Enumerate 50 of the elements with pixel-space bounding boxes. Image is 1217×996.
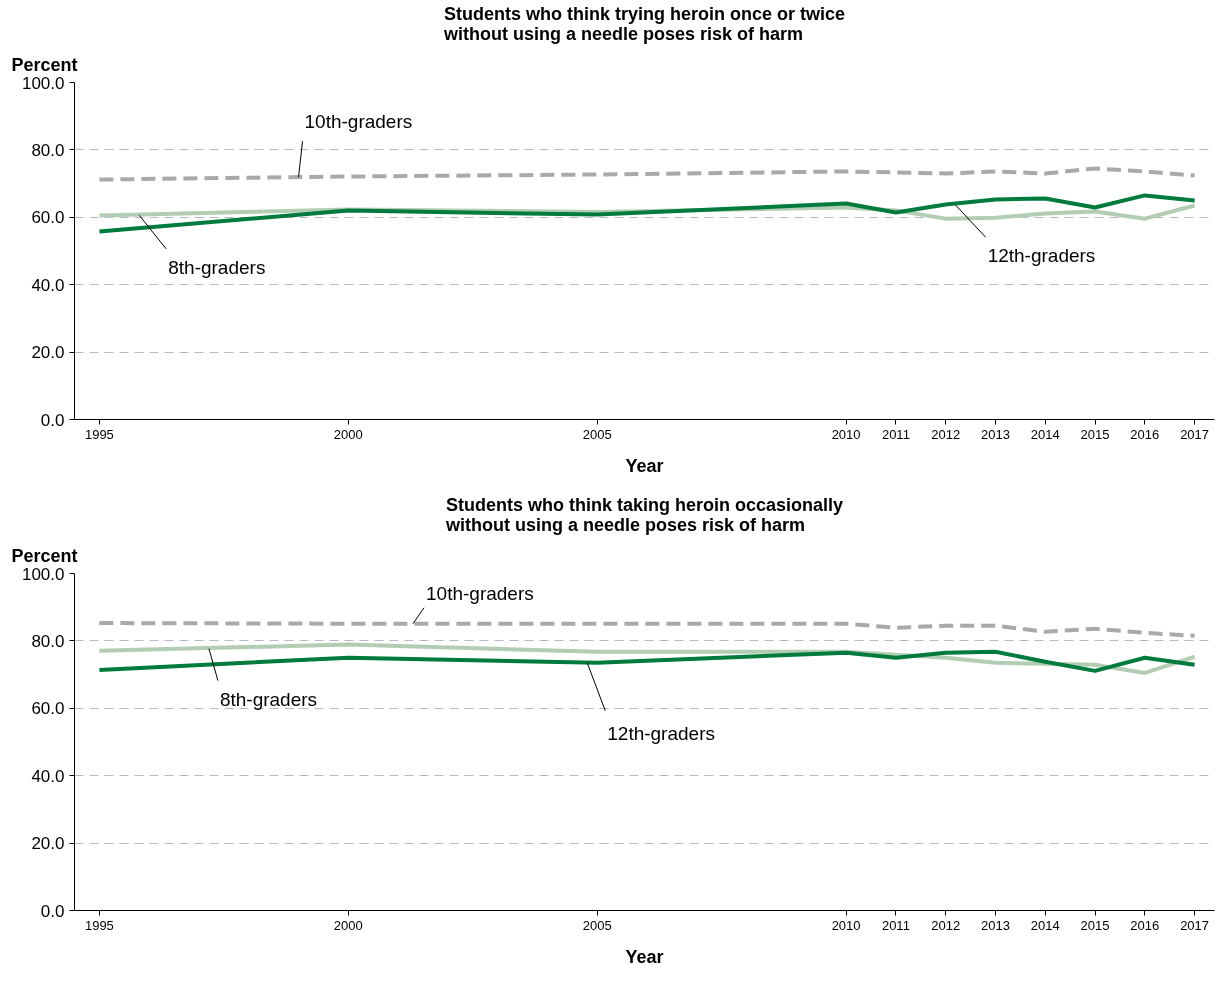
- x-tick-label: 2013: [981, 917, 1010, 933]
- x-tick-label: 2014: [1030, 426, 1060, 442]
- y-tick-label: 100.0: [21, 564, 65, 584]
- y-tick-label: 40.0: [31, 275, 65, 295]
- annotation: 10th-graders: [304, 111, 413, 133]
- annotation: 10th-graders: [426, 582, 534, 604]
- x-tick-label: 2014: [1030, 917, 1060, 933]
- line-series: [97, 166, 1197, 182]
- x-tick-label: 2016: [1130, 917, 1160, 933]
- x-tick-label: 2011: [881, 917, 910, 933]
- y-axis-title: Percent: [11, 54, 78, 75]
- x-tick-label: 2012: [931, 426, 961, 442]
- y-tick-label: 80.0: [31, 140, 65, 160]
- x-tick-label: 2017: [1180, 917, 1210, 933]
- x-tick-label: 2005: [582, 426, 612, 442]
- x-axis-title: Year: [625, 946, 664, 967]
- x-tick-label: 2010: [831, 917, 861, 933]
- line-series: [97, 193, 1197, 234]
- line-series: [97, 621, 1197, 638]
- x-tick-label: 2013: [981, 426, 1010, 442]
- x-tick-label: 2017: [1180, 426, 1210, 442]
- y-tick-label: 80.0: [31, 631, 65, 651]
- x-tick-label: 2000: [333, 917, 363, 933]
- chart-title: Students who think trying heroin once or twice without using a needle poses risk of harm: [442, 3, 846, 44]
- x-tick-label: 1995: [84, 917, 114, 933]
- chart-title: Students who think taking heroin occasionally without using a needle poses risk of harm: [444, 494, 844, 535]
- y-tick-label: 0.0: [40, 901, 65, 921]
- x-tick-label: 2000: [333, 426, 363, 442]
- y-tick-label: 0.0: [40, 410, 65, 430]
- x-tick-label: 2015: [1080, 426, 1110, 442]
- annotation: 12th-graders: [607, 722, 715, 744]
- y-tick-label: 60.0: [31, 208, 65, 228]
- annotation: 8th-graders: [168, 257, 266, 279]
- x-axis-title: Year: [625, 455, 664, 476]
- y-tick-label: 60.0: [31, 699, 65, 719]
- y-tick-label: 100.0: [21, 73, 65, 93]
- x-tick-label: 2012: [931, 917, 961, 933]
- x-tick-label: 2011: [881, 426, 910, 442]
- x-tick-label: 2015: [1080, 917, 1110, 933]
- y-tick-label: 40.0: [31, 766, 65, 786]
- annotation: 12th-graders: [987, 245, 1096, 267]
- y-tick-label: 20.0: [31, 834, 65, 854]
- y-tick-label: 20.0: [31, 343, 65, 363]
- annotation: 8th-graders: [219, 688, 318, 710]
- x-tick-label: 2010: [831, 426, 861, 442]
- line-series: [97, 649, 1197, 673]
- x-tick-label: 1995: [84, 426, 114, 442]
- x-tick-label: 2016: [1130, 426, 1160, 442]
- y-axis-title: Percent: [11, 545, 78, 566]
- x-tick-label: 2005: [582, 917, 612, 933]
